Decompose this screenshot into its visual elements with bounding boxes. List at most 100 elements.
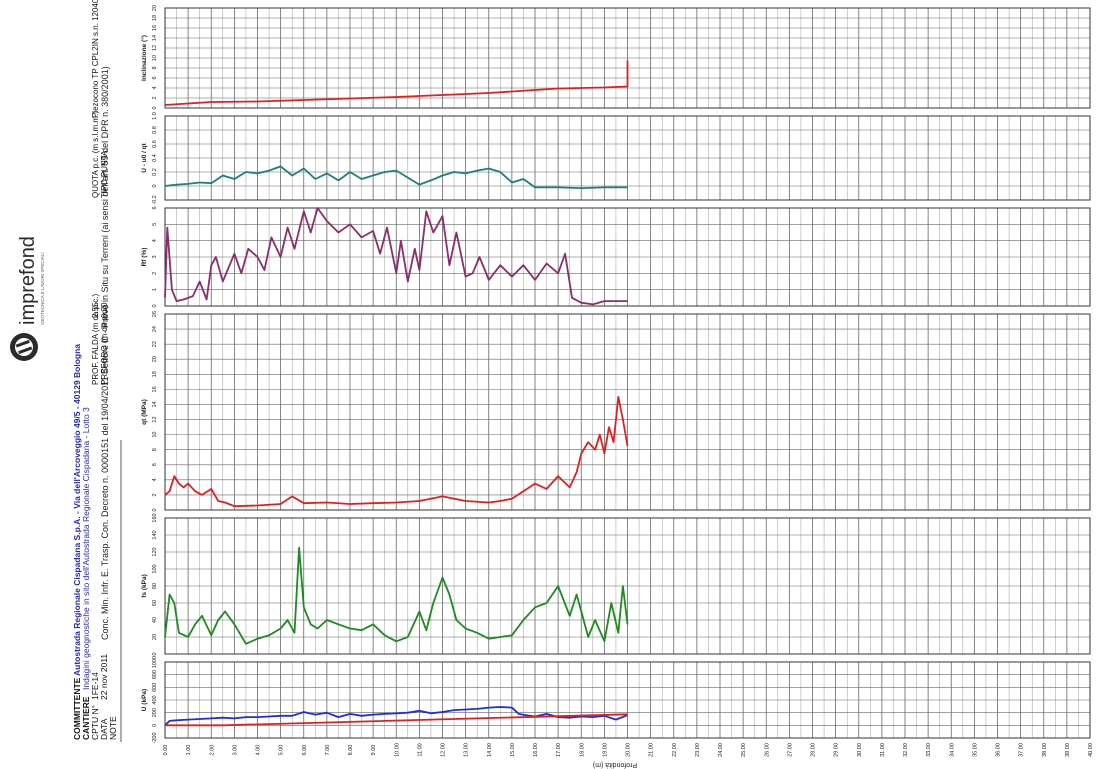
value-tick-label: 1000 <box>152 656 158 668</box>
value-tick-label: 22 <box>152 341 158 347</box>
value-tick-label: 100 <box>152 564 158 573</box>
value-tick-label: 800 <box>152 670 158 679</box>
depth-tick-label: 7.00 <box>325 745 331 756</box>
value-tick-label: 140 <box>152 530 158 539</box>
depth-tick-label: 6.00 <box>302 745 308 756</box>
panel-label: U (kPa) <box>141 689 148 711</box>
depth-tick-label: 37.00 <box>1019 743 1025 757</box>
value-tick-label: 1.0 <box>152 112 158 120</box>
series-line-qt <box>164 395 629 508</box>
value-tick-label: 4 <box>152 239 158 242</box>
depth-tick-label: 3.00 <box>232 745 238 756</box>
depth-tick-label: 15.00 <box>510 743 516 757</box>
value-tick-label: 0.2 <box>152 168 158 176</box>
depth-tick-label: 16.00 <box>533 743 539 757</box>
falda-value: 2.55 <box>91 302 100 318</box>
depth-tick-label: 25.00 <box>741 743 747 757</box>
depth-tick-label: 22.00 <box>672 743 678 757</box>
panel-fs: 0 20 40 60 80 100 120 140 160 fs (kPa) <box>141 513 1091 656</box>
value-tick-label: 5 <box>152 223 158 226</box>
decree-text: Conc. Min. Infr. E. Trasp. Con. Decreto … <box>100 66 110 640</box>
value-tick-label: 0 <box>152 106 158 109</box>
panel-frame <box>164 661 1091 739</box>
value-tick-label: -0.2 <box>152 195 158 204</box>
depth-tick-label: 33.00 <box>926 743 932 757</box>
depth-tick-label: 11.00 <box>417 743 423 756</box>
depth-tick-label: 20.00 <box>626 743 632 757</box>
depth-tick-label: 35.00 <box>972 743 978 757</box>
series-line-bq <box>164 165 628 190</box>
value-tick-label: 2 <box>152 272 158 275</box>
value-tick-label: 14 <box>152 401 158 407</box>
value-tick-label: 10 <box>152 432 158 438</box>
punta-label: TIPO PUNTA <box>100 150 109 198</box>
preforo-value: 0.20 <box>100 302 109 318</box>
value-tick-label: 0.4 <box>152 154 158 162</box>
value-tick-label: 160 <box>152 513 158 522</box>
value-tick-label: 0.8 <box>152 126 158 134</box>
depth-tick-label: 38.00 <box>1042 743 1048 757</box>
value-tick-label: 200 <box>152 708 158 717</box>
depth-tick-label: 40.00 <box>1088 743 1094 757</box>
series-line-inclination <box>164 60 629 106</box>
value-tick-label: 0 <box>152 184 158 187</box>
logo-tagline: GEOTECNICA E LAVORI SPECIALI <box>40 252 45 325</box>
value-tick-label: 1 <box>152 288 158 291</box>
depth-tick-label: 32.00 <box>903 743 909 757</box>
value-tick-label: 6 <box>152 206 158 209</box>
value-tick-label: 6 <box>152 463 158 466</box>
panel-label: Inclinazione (°) <box>140 35 148 81</box>
panel-frame <box>164 7 1091 109</box>
depth-tick-label: 5.00 <box>279 745 285 756</box>
value-tick-label: 2 <box>152 96 158 99</box>
series-line-fs <box>164 546 629 645</box>
panel-u: -200 0 200 400 600 800 1000 U (kPa) <box>141 656 1091 744</box>
panel-frame <box>164 517 1091 655</box>
committente-label: COMMITTENTE <box>72 677 82 740</box>
value-tick-label: 18 <box>152 15 158 21</box>
data-label: DATA <box>99 718 109 740</box>
panel-inclination: 0 2 4 6 8 10 12 14 16 18 20 Inclinazione (°) <box>140 5 1091 110</box>
panel-frame <box>164 313 1091 511</box>
value-tick-label: 16 <box>152 25 158 31</box>
committente-value: Autostrada Regionale Cispadana S.p.A. - … <box>72 344 82 676</box>
depth-tick-label: 36.00 <box>996 743 1002 757</box>
depth-tick-label: 28.00 <box>811 743 817 757</box>
value-tick-label: 0 <box>152 652 158 655</box>
logo-name: imprefond <box>17 236 39 325</box>
series-line-u-u <box>164 706 628 726</box>
note-label: NOTE <box>108 716 118 740</box>
panel-label: qt (MPa) <box>141 399 148 425</box>
series-line-rf <box>164 207 628 306</box>
depth-tick-label: 30.00 <box>857 743 863 757</box>
panel-rf: 0 1 2 3 4 5 6 Rf (%) <box>141 206 1091 308</box>
value-tick-label: 4 <box>152 478 158 481</box>
falda-label: PROF. FALDA (m da p.c.) <box>91 294 100 385</box>
value-tick-label: 20 <box>152 634 158 640</box>
panel-frame <box>164 115 1091 201</box>
depth-tick-label: 4.00 <box>256 745 262 756</box>
quota-label: QUOTA p.c. (m s.l.m.m.) <box>91 111 100 198</box>
depth-tick-label: 19.00 <box>602 743 608 757</box>
depth-axis: Profondità (m) 0.00 1.00 2.00 3.00 4.00 5.00 6… <box>163 743 1094 768</box>
value-tick-label: 600 <box>152 683 158 692</box>
depth-tick-label: 31.00 <box>880 743 886 757</box>
depth-tick-label: 21.00 <box>649 743 655 757</box>
value-tick-label: 3 <box>152 255 158 258</box>
value-tick-label: 8 <box>152 66 158 69</box>
series-line-u-u0 <box>165 713 628 727</box>
value-tick-label: 12 <box>152 45 158 51</box>
depth-tick-label: 10.00 <box>394 743 400 757</box>
value-tick-label: 26 <box>152 311 158 317</box>
depth-tick-label: 18.00 <box>579 743 585 757</box>
value-tick-label: 12 <box>152 416 158 422</box>
value-tick-label: 20 <box>152 356 158 362</box>
depth-tick-label: 2.00 <box>209 745 215 756</box>
cptu-value: 1FE-14 <box>90 672 100 700</box>
depth-tick-label: 29.00 <box>834 743 840 757</box>
value-tick-label: 0.6 <box>152 140 158 148</box>
panel-frame <box>164 207 1091 307</box>
